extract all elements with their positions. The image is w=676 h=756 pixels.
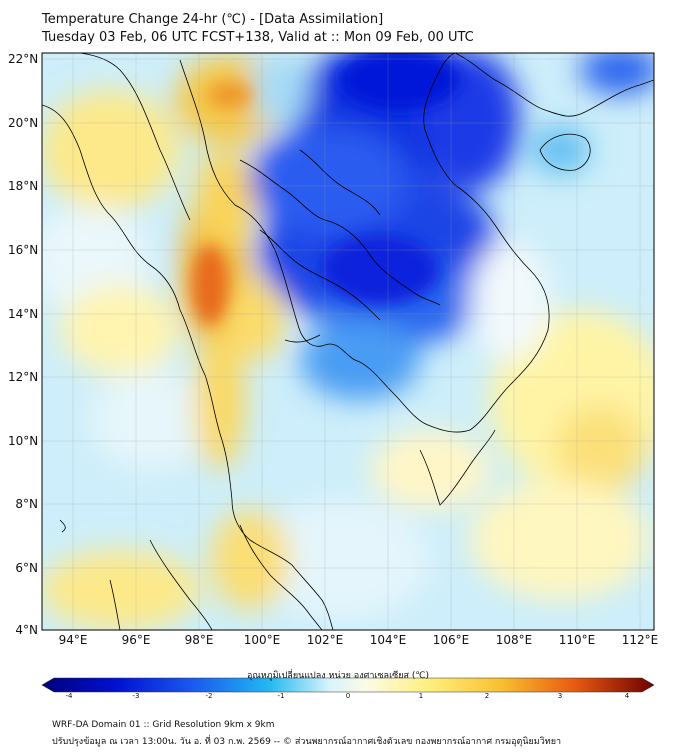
lat-label: 14°N [8, 307, 39, 321]
lon-label: 94°E [58, 633, 88, 647]
colorbar-tick: 1 [418, 692, 424, 700]
colorbar-tick: -4 [65, 692, 73, 700]
lon-label: 110°E [558, 633, 596, 647]
graticule [42, 53, 654, 630]
field-layer [42, 53, 654, 630]
map-frame [41, 52, 655, 631]
colorbar-tick: 0 [345, 692, 351, 700]
lat-label: 4°N [15, 623, 38, 637]
footer-credit: ปรับปรุงข้อมูล ณ เวลา 13:00น. วัน อ. ที่… [52, 737, 562, 747]
lon-label: 102°E [306, 633, 344, 647]
colorbar-title: อุณหภูมิเปลี่ยนแปลง หน่วย องศาเซลเซียส (… [246, 671, 430, 681]
footer-domain-info: WRF-DA Domain 01 :: Grid Resolution 9km … [52, 720, 275, 730]
colorbar-tick: 4 [624, 692, 630, 700]
lat-label: 16°N [8, 243, 39, 257]
map-title: Temperature Change 24-hr (℃) - [Data Ass… [42, 12, 384, 27]
lon-label: 100°E [243, 633, 281, 647]
lat-label: 12°N [8, 370, 39, 384]
lon-label: 106°E [432, 633, 470, 647]
colorbar-tick: -2 [205, 692, 213, 700]
lat-label: 18°N [8, 179, 39, 193]
map-subtitle: Tuesday 03 Feb, 06 UTC FCST+138, Valid a… [42, 30, 474, 45]
lat-label: 22°N [8, 52, 39, 66]
lat-label: 10°N [8, 434, 39, 448]
lon-label: 112°E [621, 633, 659, 647]
lat-label: 20°N [8, 116, 39, 130]
colorbar [41, 677, 655, 693]
lon-label: 98°E [184, 633, 214, 647]
colorbar-tick: -1 [277, 692, 285, 700]
colorbar-tick: 3 [557, 692, 563, 700]
lon-label: 104°E [369, 633, 407, 647]
lat-label: 8°N [15, 497, 38, 511]
lon-label: 96°E [121, 633, 151, 647]
colorbar-tick: -3 [132, 692, 140, 700]
lon-label: 108°E [495, 633, 533, 647]
lat-label: 6°N [15, 561, 38, 575]
coastline-layer [42, 53, 654, 630]
colorbar-tick: 2 [484, 692, 490, 700]
